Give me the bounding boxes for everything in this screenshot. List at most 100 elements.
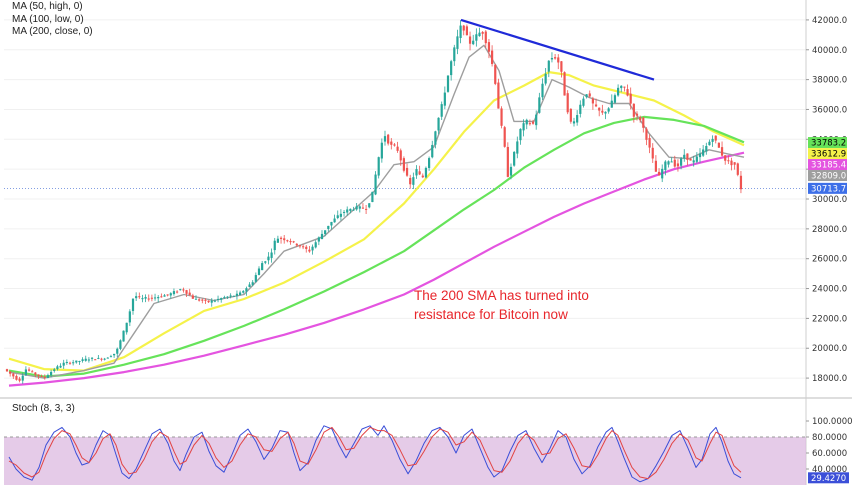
candle-body [141,298,144,300]
candle-body [198,299,201,301]
ytick-label: 22000.0 [812,314,847,324]
stoch-title: Stoch (8, 3, 3) [12,403,75,414]
candle-body [191,295,194,299]
ma-line-2 [8,151,745,387]
candle-body [194,298,198,300]
candle-body [160,296,163,298]
candle-body [46,375,50,378]
candle-body [235,293,239,296]
ytick-label: 28000.0 [812,225,847,235]
candle-body [720,147,724,156]
trendline [460,18,655,81]
candle-body [68,362,72,364]
candle-body [169,293,172,296]
candle-body [670,161,673,163]
candle-body [724,155,727,161]
candle-body [667,161,670,165]
candle-body [591,98,594,104]
candle-body [550,58,554,60]
candle-body [279,237,283,239]
ytick-label: 36000.0 [812,105,847,115]
ytick-label: 42000.0 [812,16,847,26]
candle-body [84,358,87,361]
candle-body [223,297,226,299]
candle-body [78,361,81,363]
candle-body [333,218,336,223]
candle-body [188,292,191,296]
candle-body [736,163,739,175]
candle-body [623,86,626,88]
candle-body [50,371,53,376]
candle-body [730,160,733,166]
candle-body [711,138,714,142]
candle-body [295,243,298,246]
candle-body [472,40,475,45]
candle-body [620,85,623,89]
stoch-tick-label: 100.0000 [812,417,852,427]
candle-body [339,213,342,217]
candle-body [289,240,292,243]
candle-body [327,225,330,229]
candle-body [305,246,308,250]
candle-body [642,117,645,128]
candle-body [390,141,393,145]
ytick-label: 40000.0 [812,46,847,56]
stoch-line-1 [8,426,742,480]
candle-body [135,296,138,299]
ma-line-0 [8,71,745,372]
stoch-badge-label: 29.4270 [811,474,846,484]
annotation-line-2: resistance for Bitcoin now [414,307,568,322]
candle-body [97,357,100,359]
candle-body [276,238,279,243]
candle-body [242,291,245,293]
candle-body [166,294,169,296]
stoch-tick-label: 40.0000 [812,465,847,475]
candle-body [361,207,365,209]
stoch-band [4,437,806,485]
candle-body [617,87,620,96]
candle-body [201,299,204,301]
candle-body [686,153,689,160]
candle-body [468,36,472,44]
candle-body [557,57,560,63]
candle-body [513,151,516,166]
candle-body [330,221,333,226]
candle-body [635,113,639,116]
candle-body [440,104,443,117]
candle-body [632,103,635,117]
candle-body [314,242,317,248]
candle-body [119,340,122,349]
candle-body [453,47,456,62]
candle-body [320,233,324,239]
candle-body [261,263,264,271]
candle-body [352,209,355,211]
candle-body [705,145,708,152]
candle-body [576,115,579,123]
candle-body [371,191,374,203]
candle-body [525,119,528,125]
candle-body [509,166,513,176]
legend-ma-200: MA (200, close, 0) [12,26,93,37]
candle-body [478,32,481,37]
candle-body [657,171,661,176]
candle-body [402,158,405,171]
candle-body [475,34,478,41]
price-badge [808,137,847,149]
candle-body [456,36,459,49]
candle-body [541,83,544,98]
candle-body [415,169,418,176]
candle-body [572,121,576,124]
candle-body [37,374,40,376]
candle-body [213,300,216,302]
ytick-label: 30000.0 [812,195,847,205]
candle-body [308,249,311,252]
candle-body [153,297,157,299]
candle-body [594,104,598,107]
candle-body [103,358,106,360]
candle-body [298,245,302,247]
candle-body [418,171,421,175]
price-badge-label: 33783.2 [811,139,846,149]
candle-body [714,135,717,141]
candle-body [15,375,18,380]
